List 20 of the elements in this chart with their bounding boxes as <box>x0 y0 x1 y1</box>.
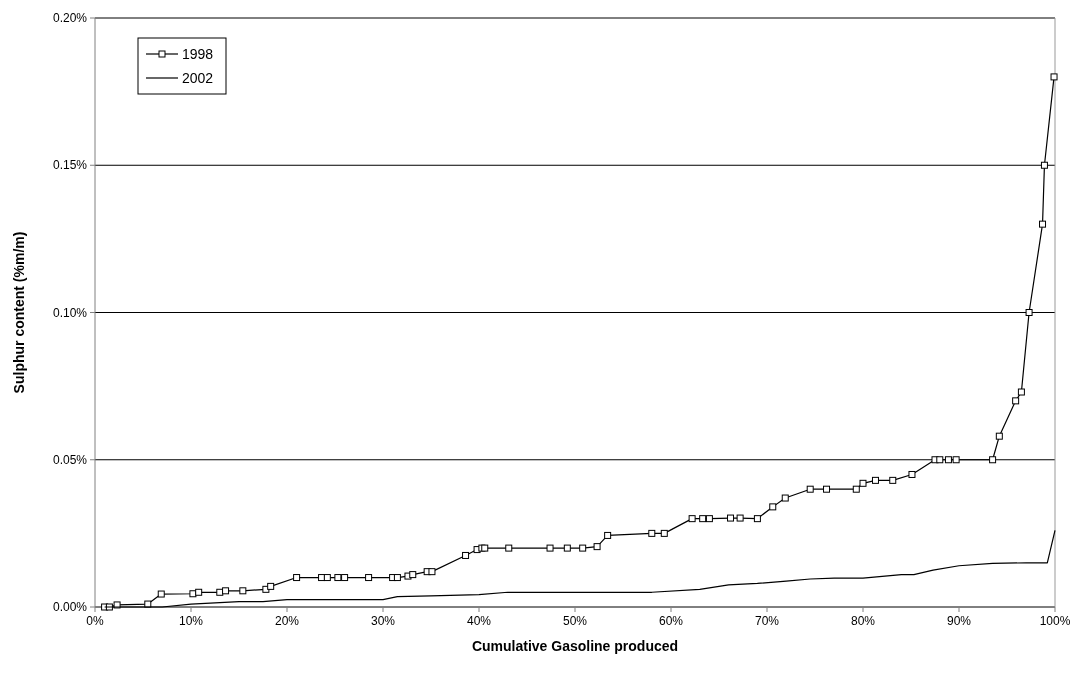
y-tick-label: 0.05% <box>52 452 88 467</box>
x-tick-label: 70% <box>754 614 780 628</box>
x-tick-label: 50% <box>562 614 588 628</box>
y-tick-label: 0.20% <box>52 11 88 26</box>
x-tick-label: 30% <box>370 614 396 628</box>
x-tick-label: 100% <box>1039 614 1071 628</box>
y-tick-label: 0.15% <box>52 158 88 173</box>
x-tick-label: 80% <box>850 614 876 628</box>
x-axis-title: Cumulative Gasoline produced <box>471 638 679 654</box>
x-tick-label: 0% <box>86 614 104 628</box>
x-tick-label: 90% <box>946 614 972 628</box>
x-tick-label: 60% <box>658 614 684 628</box>
x-tick-label: 10% <box>178 614 204 628</box>
x-tick-label: 40% <box>466 614 492 628</box>
y-tick-label: 0.10% <box>52 305 88 320</box>
y-tick-label: 0.00% <box>52 600 88 615</box>
y-axis-title: Sulphur content (%m/m) <box>11 231 27 394</box>
x-tick-label: 20% <box>274 614 300 628</box>
legend-label: 1998 <box>182 45 214 62</box>
legend-label: 2002 <box>182 69 214 86</box>
